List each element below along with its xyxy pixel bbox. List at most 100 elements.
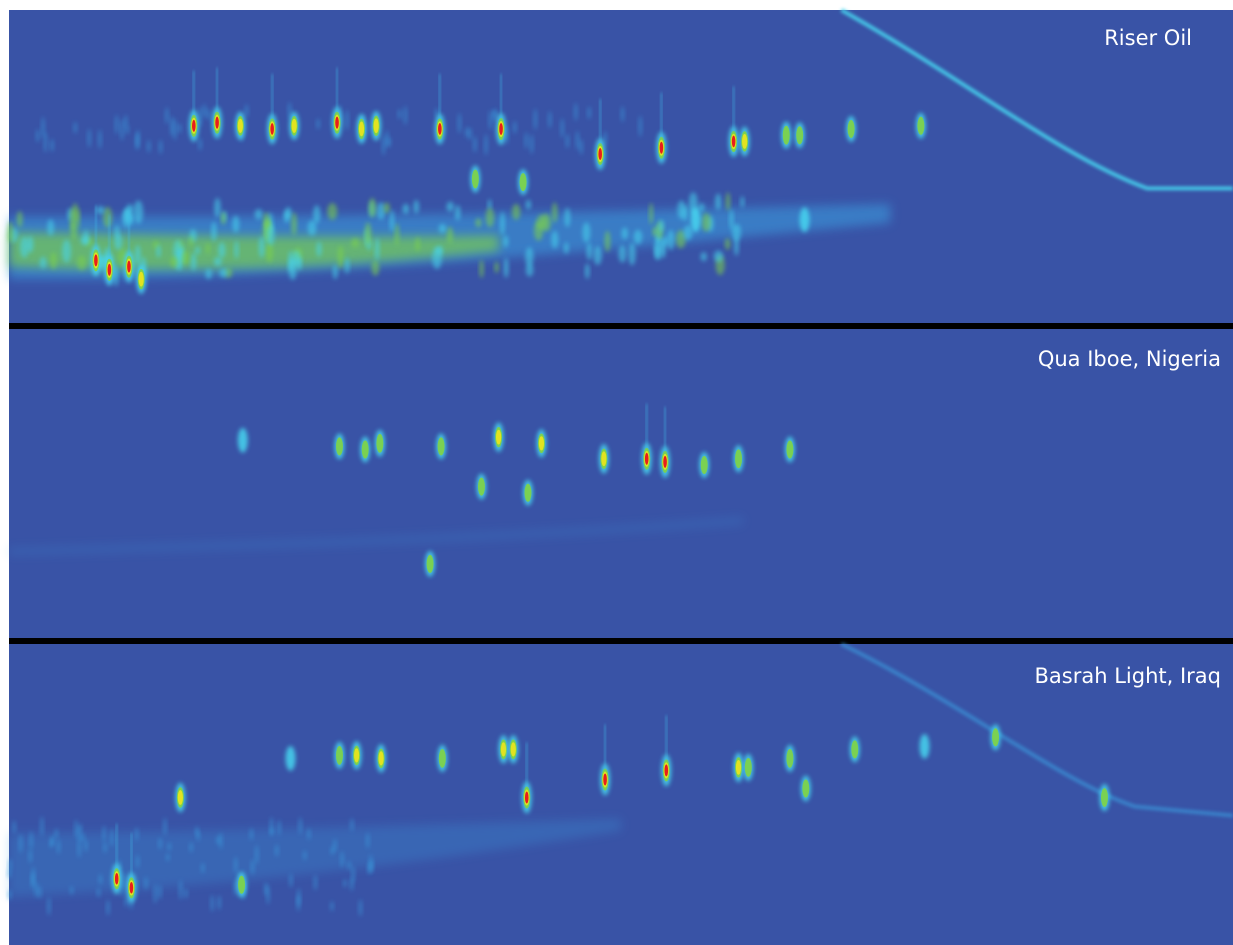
background-speck (233, 879, 238, 896)
peak-mark (699, 451, 710, 478)
peak-mark (733, 445, 744, 473)
background-speck (296, 888, 301, 906)
background-speck (47, 219, 55, 236)
background-speck (547, 111, 552, 129)
background-speck (202, 103, 207, 118)
background-speck (387, 136, 392, 148)
background-speck (254, 845, 259, 865)
background-speck (472, 136, 477, 153)
background-speck (146, 139, 151, 153)
background-speck (153, 883, 158, 904)
peak-layer (90, 67, 926, 294)
peak-mark (600, 724, 611, 796)
background-speck (12, 820, 17, 834)
background-speck (217, 895, 222, 910)
background-speck (205, 268, 212, 280)
background-speck (258, 236, 265, 258)
background-speck (41, 116, 46, 138)
background-speck (80, 236, 90, 246)
peak-mark (521, 742, 532, 814)
background-speck (683, 225, 693, 241)
background-speck (34, 881, 39, 898)
background-speck (158, 139, 163, 155)
peak-mark (289, 111, 300, 141)
background-speck (263, 212, 270, 229)
background-speck (77, 838, 82, 858)
background-speck (178, 880, 183, 900)
background-speck (274, 844, 279, 857)
background-speck (157, 884, 162, 900)
background-speck (593, 245, 603, 265)
background-speck (7, 221, 14, 243)
peak-mark (496, 73, 507, 145)
background-speck (87, 128, 92, 148)
background-speck (250, 859, 255, 875)
background-speck (77, 827, 82, 842)
background-speck (283, 211, 290, 224)
background-speck (340, 851, 345, 869)
panel-qua-iboe-nigeria: Qua Iboe, Nigeria (8, 329, 1233, 638)
peak-layer (237, 403, 795, 577)
background-speck (713, 250, 724, 263)
peak-mark (846, 115, 857, 142)
background-speck (73, 121, 78, 134)
background-speck (620, 106, 625, 123)
peak-mark (849, 736, 860, 763)
background-speck (291, 212, 297, 236)
background-speck (43, 131, 48, 153)
peak-mark (236, 871, 247, 898)
background-speck (327, 202, 338, 220)
peak-mark (800, 775, 811, 802)
background-speck (103, 841, 108, 854)
peak-mark (728, 86, 739, 157)
background-speck (50, 252, 57, 270)
background-speck (214, 197, 221, 218)
background-speck (19, 236, 29, 258)
background-speck (653, 237, 663, 261)
peak-mark (235, 111, 246, 141)
peak-mark (508, 735, 519, 764)
background-speck (70, 221, 78, 240)
background-speck (156, 244, 161, 258)
background-speck (740, 196, 745, 208)
peak-mark (90, 205, 101, 277)
background-speck (62, 239, 72, 263)
peak-mark (104, 214, 115, 286)
peak-mark (518, 169, 529, 196)
background-speck (200, 862, 205, 874)
peak-mark (237, 427, 248, 453)
background-speck (211, 221, 217, 242)
peak-mark (656, 92, 667, 164)
background-speck (96, 887, 101, 898)
background-speck (49, 838, 54, 848)
background-speck (307, 220, 317, 236)
peak-mark (641, 403, 652, 475)
background-speck (638, 115, 643, 137)
background-speck (701, 212, 711, 232)
background-speck (29, 831, 34, 850)
background-speck (579, 139, 584, 155)
background-speck (503, 257, 509, 278)
background-speck (365, 832, 370, 849)
peak-mark (493, 422, 504, 452)
background-speck (121, 872, 126, 887)
peak-mark (595, 98, 606, 170)
peak-mark (136, 264, 147, 294)
background-speck (604, 230, 611, 252)
background-speck (123, 115, 128, 128)
peak-mark (126, 832, 137, 904)
background-speck (114, 114, 119, 135)
background-speck (37, 886, 42, 899)
background-speck (120, 118, 125, 141)
background-speck (698, 202, 705, 213)
column-bleed-curve (840, 642, 1233, 818)
background-speck (167, 842, 172, 851)
background-speck (249, 827, 254, 841)
background-speck (266, 223, 275, 246)
background-speck (499, 211, 505, 236)
background-speck (134, 244, 141, 266)
peak-mark (434, 73, 445, 145)
background-speck (587, 106, 592, 120)
background-speck (525, 247, 534, 267)
background-speck (446, 226, 454, 244)
